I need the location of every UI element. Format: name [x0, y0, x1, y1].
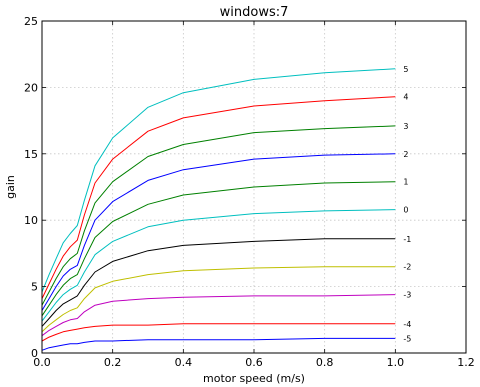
series-label--3: -3: [403, 291, 411, 300]
series-line--5: [41, 337, 396, 351]
x-tick-label: 1.0: [387, 356, 405, 369]
series-label--5: -5: [403, 334, 411, 343]
series-label-0: 0: [403, 206, 408, 215]
y-tick-label: 0: [31, 347, 38, 360]
series-label-4: 4: [403, 93, 408, 102]
y-tick-label: 10: [24, 214, 38, 227]
series-label-2: 2: [403, 150, 408, 159]
series-label-5: 5: [403, 65, 408, 74]
series-line--2: [41, 266, 396, 333]
x-tick-label: 0.4: [175, 356, 193, 369]
series-line-0: [41, 209, 396, 322]
x-tick-label: 0.8: [316, 356, 334, 369]
series-line--3: [41, 294, 396, 337]
series-line-4: [41, 96, 396, 299]
x-axis-label: motor speed (m/s): [203, 372, 305, 385]
x-tick-label: 1.2: [457, 356, 475, 369]
series-label--4: -4: [403, 320, 411, 329]
series-line-5: [41, 68, 396, 293]
chart-title: windows:7: [220, 5, 289, 20]
y-tick-label: 25: [24, 15, 38, 28]
series-label--1: -1: [403, 235, 411, 244]
x-tick-label: 0.2: [104, 356, 122, 369]
series-line--1: [41, 238, 396, 327]
y-tick-label: 5: [31, 281, 38, 294]
x-tick-label: 0.0: [33, 356, 51, 369]
series-label-1: 1: [403, 178, 408, 187]
x-tick-label: 0.6: [245, 356, 263, 369]
series-label--2: -2: [403, 263, 411, 272]
series-labels: 5 4 3 2 1 0 -1 -2 -3 -4 -5: [403, 65, 411, 344]
series-line--4: [41, 323, 396, 342]
y-tick-label: 20: [24, 81, 38, 94]
series-line-2: [41, 153, 396, 311]
y-tick-label: 15: [24, 148, 38, 161]
series-line-1: [41, 181, 396, 317]
series-lines: [41, 68, 396, 351]
series-label-3: 3: [403, 122, 408, 131]
series-line-3: [41, 125, 396, 306]
y-axis-label: gain: [4, 175, 17, 199]
